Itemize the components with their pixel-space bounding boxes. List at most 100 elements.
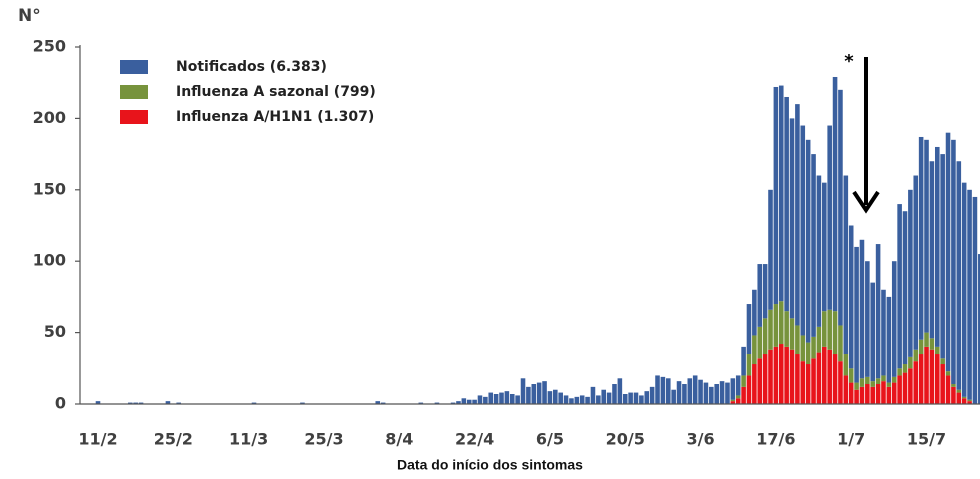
bar bbox=[773, 86, 779, 305]
bar bbox=[165, 401, 171, 404]
bar bbox=[612, 384, 617, 404]
bar bbox=[827, 125, 832, 310]
bar bbox=[832, 311, 838, 355]
bar bbox=[822, 182, 827, 312]
bar bbox=[553, 389, 558, 404]
bar bbox=[934, 146, 940, 347]
bar bbox=[176, 402, 181, 404]
bar bbox=[929, 338, 935, 350]
bar bbox=[676, 381, 682, 404]
bar bbox=[752, 335, 757, 365]
bar bbox=[897, 204, 902, 369]
bar bbox=[644, 391, 650, 404]
bar bbox=[655, 375, 660, 404]
bar bbox=[870, 282, 876, 382]
bar bbox=[816, 352, 822, 404]
bar bbox=[483, 396, 488, 404]
bar bbox=[875, 378, 881, 385]
bar bbox=[784, 346, 789, 404]
bar bbox=[606, 392, 612, 404]
bar bbox=[687, 378, 693, 404]
bar bbox=[714, 384, 719, 404]
bar bbox=[822, 346, 827, 404]
bar bbox=[692, 375, 698, 404]
bar bbox=[843, 175, 849, 355]
bar bbox=[854, 382, 859, 390]
bar bbox=[671, 389, 676, 404]
bar bbox=[865, 384, 870, 404]
bar bbox=[956, 161, 962, 390]
bar bbox=[375, 401, 381, 404]
bar bbox=[843, 354, 849, 376]
arrow-head bbox=[852, 190, 880, 214]
bar bbox=[913, 349, 919, 362]
bar bbox=[902, 364, 908, 373]
bar bbox=[805, 364, 811, 404]
x-axis-title: Data do início dos sintomas bbox=[397, 457, 583, 473]
bar bbox=[978, 254, 980, 404]
bar bbox=[768, 309, 773, 350]
bar bbox=[881, 289, 886, 376]
x-tick-label: 1/7 bbox=[837, 430, 865, 449]
bar bbox=[843, 375, 849, 404]
bar bbox=[816, 326, 822, 353]
bar bbox=[752, 364, 757, 404]
bar bbox=[665, 378, 671, 404]
legend-swatch bbox=[120, 110, 148, 124]
x-tick-label: 3/6 bbox=[687, 430, 715, 449]
bar bbox=[886, 296, 892, 383]
bar bbox=[822, 311, 827, 347]
bar bbox=[472, 399, 477, 404]
bar bbox=[735, 375, 741, 396]
annotation: * bbox=[844, 51, 854, 72]
bar bbox=[784, 96, 789, 312]
bar bbox=[924, 139, 929, 333]
bar bbox=[477, 395, 483, 404]
bar bbox=[773, 304, 779, 347]
bar bbox=[875, 384, 881, 404]
bar bbox=[972, 196, 978, 404]
bar bbox=[891, 261, 897, 377]
legend-label: Influenza A sazonal (799) bbox=[176, 84, 376, 100]
bar bbox=[418, 402, 424, 404]
bar bbox=[811, 336, 816, 359]
bar bbox=[698, 379, 703, 404]
bar bbox=[795, 354, 800, 404]
bar bbox=[934, 346, 940, 355]
x-tick-label: 20/5 bbox=[606, 430, 645, 449]
bar bbox=[526, 386, 531, 404]
bar bbox=[838, 89, 843, 326]
bar bbox=[138, 402, 144, 404]
x-tick-label: 17/6 bbox=[756, 430, 795, 449]
bar bbox=[886, 386, 892, 404]
y-axis-title: N° bbox=[18, 6, 41, 26]
bar bbox=[639, 395, 644, 404]
bar bbox=[951, 384, 956, 387]
bar bbox=[875, 244, 881, 379]
bar bbox=[547, 391, 553, 404]
bar bbox=[536, 382, 542, 404]
bar bbox=[735, 398, 741, 404]
bar bbox=[617, 378, 623, 404]
bar bbox=[940, 154, 945, 359]
x-tick-label: 22/4 bbox=[455, 430, 494, 449]
bar bbox=[859, 378, 865, 387]
bar bbox=[897, 375, 902, 404]
bar bbox=[924, 332, 929, 347]
bar bbox=[741, 375, 746, 387]
bar bbox=[757, 264, 763, 327]
bar bbox=[628, 392, 633, 404]
bar bbox=[816, 175, 822, 327]
bar bbox=[951, 139, 956, 385]
bar bbox=[730, 378, 736, 400]
x-tick-label: 25/3 bbox=[304, 430, 343, 449]
y-tick-label: 250 bbox=[33, 37, 66, 56]
bar bbox=[908, 356, 913, 369]
bar bbox=[579, 395, 585, 404]
legend-swatch bbox=[120, 85, 148, 99]
bar bbox=[784, 311, 789, 347]
bar bbox=[967, 401, 972, 404]
bar bbox=[133, 402, 138, 404]
bar bbox=[778, 301, 784, 345]
bar bbox=[956, 392, 962, 404]
